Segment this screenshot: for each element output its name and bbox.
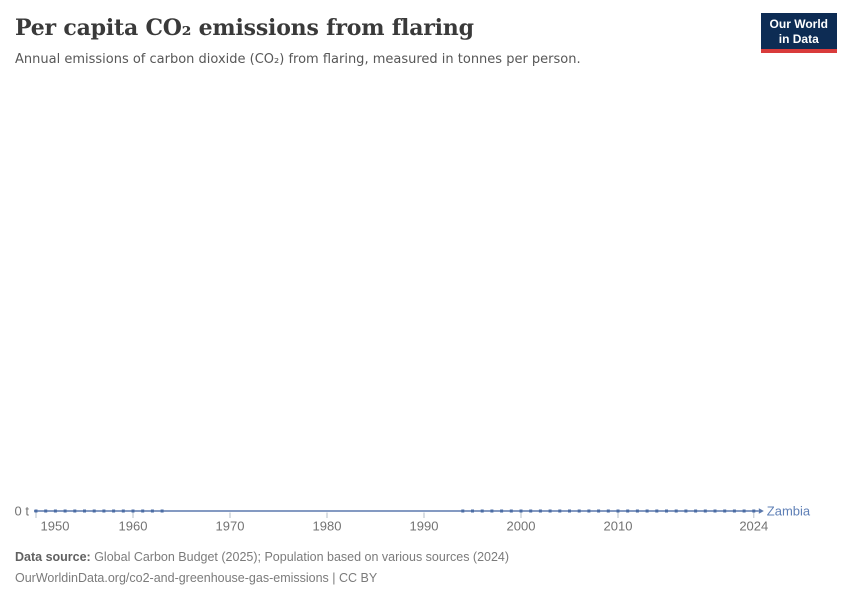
owid-logo[interactable]: Our World in Data (760, 13, 837, 53)
data-point[interactable] (53, 509, 57, 513)
x-axis-tick-label: 2024 (739, 519, 768, 534)
data-point[interactable] (626, 509, 630, 513)
owid-logo-line1: Our World (769, 17, 828, 31)
data-point[interactable] (694, 509, 698, 513)
data-point[interactable] (500, 509, 504, 513)
data-point[interactable] (732, 509, 736, 513)
data-point[interactable] (665, 509, 668, 513)
data-point[interactable] (558, 509, 562, 513)
data-point[interactable] (529, 509, 533, 513)
data-point[interactable] (587, 509, 591, 513)
data-point[interactable] (141, 509, 145, 513)
citation-line: OurWorldinData.org/co2-and-greenhouse-ga… (15, 571, 378, 585)
data-point[interactable] (723, 509, 727, 513)
data-point[interactable] (83, 509, 86, 513)
data-point[interactable] (131, 509, 135, 513)
data-point[interactable] (34, 509, 38, 513)
data-point[interactable] (509, 509, 513, 513)
data-point[interactable] (548, 509, 552, 513)
data-source-label: Data source: (15, 550, 91, 564)
data-point[interactable] (616, 509, 620, 513)
data-point[interactable] (44, 509, 48, 513)
chart-footer: Data source: Global Carbon Budget (2025)… (15, 547, 509, 589)
data-point[interactable] (568, 509, 571, 513)
data-point[interactable] (606, 509, 610, 513)
x-axis-tick-label: 1970 (216, 519, 245, 534)
data-point[interactable] (490, 509, 494, 513)
chart-title: Per capita CO₂ emissions from flaring (15, 15, 474, 41)
data-point[interactable] (150, 509, 154, 513)
owid-logo-line2: in Data (778, 31, 819, 46)
data-source-line: Data source: Global Carbon Budget (2025)… (15, 547, 509, 568)
data-point[interactable] (577, 509, 581, 513)
data-point[interactable] (471, 509, 474, 513)
data-point[interactable] (752, 509, 756, 513)
data-point[interactable] (655, 509, 659, 513)
data-point[interactable] (112, 509, 116, 513)
data-source-text: Global Carbon Budget (2025); Population … (90, 550, 510, 564)
y-axis-label: 0 t (15, 504, 30, 519)
x-axis-tick-label: 2010 (604, 519, 633, 534)
data-point[interactable] (703, 509, 707, 513)
data-point[interactable] (538, 509, 542, 513)
data-point[interactable] (742, 509, 746, 513)
chart-subtitle: Annual emissions of carbon dioxide (CO₂)… (15, 52, 581, 67)
data-point[interactable] (92, 509, 96, 513)
data-point[interactable] (121, 509, 125, 513)
entity-label-zambia[interactable]: Zambia (767, 504, 811, 519)
x-axis-tick-label: 1990 (410, 519, 439, 534)
data-point[interactable] (519, 509, 523, 513)
data-point[interactable] (684, 509, 688, 513)
x-axis-tick-label: 1980 (313, 519, 342, 534)
x-axis-tick-label: 1960 (119, 519, 148, 534)
data-point[interactable] (63, 509, 67, 513)
data-point[interactable] (674, 509, 678, 513)
data-point[interactable] (713, 509, 717, 513)
data-point[interactable] (73, 509, 77, 513)
data-point[interactable] (160, 509, 164, 513)
data-point[interactable] (102, 509, 106, 513)
data-point[interactable] (645, 509, 649, 513)
data-point[interactable] (635, 509, 639, 513)
x-axis-tick-label: 2000 (507, 519, 536, 534)
x-axis-tick-label: 1950 (41, 519, 70, 534)
data-point[interactable] (597, 509, 601, 513)
data-point[interactable] (480, 509, 484, 513)
series-line-end-arrow (758, 508, 764, 514)
data-point[interactable] (461, 509, 465, 513)
